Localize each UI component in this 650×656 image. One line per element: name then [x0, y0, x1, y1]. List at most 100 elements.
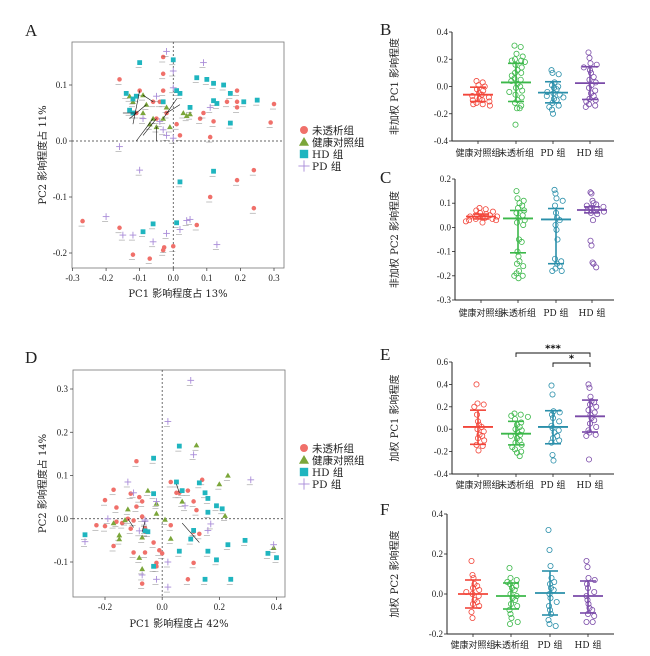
data-point [586, 54, 593, 61]
data-point [202, 490, 208, 496]
category-label: HD 组 [577, 479, 604, 491]
data-point [550, 110, 557, 117]
data-point [179, 498, 186, 504]
data-point [187, 376, 195, 384]
data-point [462, 218, 469, 225]
data-point [590, 200, 597, 207]
data-point [205, 548, 211, 554]
data-point [514, 219, 521, 226]
data-point [102, 497, 108, 503]
data-point [169, 67, 177, 75]
leader-line [142, 118, 157, 136]
panel-c: C -0.3 -0.2 -0.1 0.0 0.1 0.2 非加权 PC2 影响程度健康对照组未… [380, 168, 614, 319]
legend-label: 未透析组 [312, 442, 354, 455]
data-point [482, 206, 489, 213]
category-label: 健康对照组 [455, 479, 500, 491]
significance-bracket: * [552, 354, 591, 367]
data-point [268, 120, 273, 125]
panel-letter: F [380, 500, 389, 519]
data-point [585, 49, 592, 56]
data-point [593, 403, 600, 410]
data-point [174, 88, 180, 93]
y-tick-label: 0.1 [57, 471, 68, 481]
data-point [545, 527, 552, 534]
y-tick-label: 0.2 [432, 549, 443, 559]
data-point [546, 547, 553, 554]
data-point [593, 423, 600, 430]
data-point [207, 520, 215, 528]
data-point [473, 212, 480, 219]
group-3 [575, 381, 605, 463]
data-point [214, 503, 219, 509]
data-point [188, 536, 194, 542]
legend-item: 健康对照组 [298, 136, 365, 149]
data-point [176, 226, 184, 233]
y-axis-label: 非加权 PC1 影响程度 [388, 38, 401, 135]
data-point [197, 531, 202, 537]
data-point [213, 241, 221, 248]
category-label: HD 组 [577, 147, 604, 159]
data-point [163, 48, 170, 55]
data-point [587, 60, 594, 67]
data-point [556, 437, 563, 444]
data-point [228, 576, 234, 582]
data-point [81, 538, 89, 546]
data-point [514, 195, 521, 202]
data-point [160, 88, 166, 93]
data-point [584, 564, 591, 571]
data-point [119, 231, 127, 239]
legend-circle-icon [300, 444, 308, 452]
panel-letter: A [25, 21, 38, 40]
y-tick-label: -0.2 [434, 109, 448, 119]
data-point [508, 412, 515, 419]
group-3 [573, 558, 603, 626]
legend-label: HD 组 [312, 466, 344, 479]
data-point [480, 87, 487, 94]
data-point [545, 617, 552, 624]
data-point [206, 104, 214, 111]
data-point [104, 515, 112, 523]
significance-label: * [569, 354, 575, 365]
plot-frame [71, 41, 285, 269]
data-point [469, 615, 476, 622]
data-point [207, 134, 213, 140]
data-point [591, 577, 598, 584]
data-point [475, 447, 482, 454]
data-point [151, 540, 156, 545]
leader-line [142, 94, 154, 103]
data-point [520, 263, 527, 270]
category-label: HD 组 [579, 307, 606, 319]
significance-bracket: *** [515, 344, 591, 357]
data-point [254, 97, 260, 103]
data-point [493, 217, 500, 224]
leader-line [176, 484, 180, 493]
data-point [185, 488, 191, 493]
y-tick-label: 0.0 [437, 82, 449, 92]
x-tick-label: -0.2 [98, 602, 112, 612]
data-point [200, 59, 207, 66]
data-point [519, 87, 526, 94]
data-point [133, 93, 139, 99]
series-3 [102, 48, 221, 250]
y-tick-label: 0.1 [56, 80, 67, 90]
data-point [549, 267, 556, 274]
y-tick-label: 0.0 [432, 589, 444, 599]
y-tick-label: 0.4 [432, 509, 444, 519]
data-point [153, 575, 160, 583]
x-tick-label: 0.0 [157, 602, 169, 612]
legend-item: 健康对照组 [298, 454, 365, 467]
panel-letter: E [380, 345, 390, 364]
group-0 [463, 381, 493, 454]
data-point [600, 203, 607, 210]
data-point [593, 264, 600, 271]
data-point [186, 216, 194, 223]
data-point [129, 231, 137, 239]
y-axis-label: 加权 PC2 影响程度 [388, 530, 401, 617]
group-3 [575, 49, 605, 110]
panel-letter: D [25, 348, 37, 367]
y-tick-label: -0.2 [437, 271, 451, 281]
data-point [160, 99, 166, 105]
y-axis-label: 非加权 PC2 影响程度 [388, 191, 401, 288]
data-point [193, 442, 200, 448]
